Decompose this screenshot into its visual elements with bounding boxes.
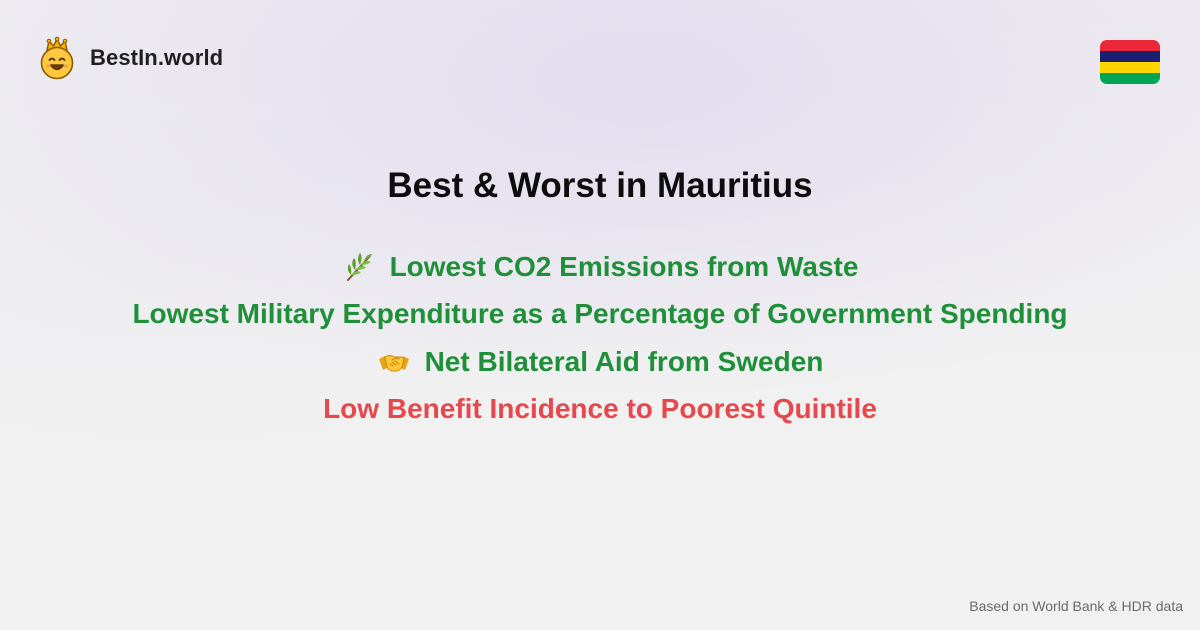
ranking-item-label: Lowest CO2 Emissions from Waste	[389, 250, 859, 282]
ranking-item[interactable]: Low Benefit Incidence to Poorest Quintil…	[0, 386, 1200, 434]
ranking-item-label: Net Bilateral Aid from Sweden	[424, 345, 824, 377]
herb-icon	[342, 250, 376, 284]
ranking-item[interactable]: Lowest Military Expenditure as a Percent…	[0, 291, 1200, 339]
brand[interactable]: BestIn.world	[38, 36, 223, 80]
data-source-note: Based on World Bank & HDR data	[969, 598, 1183, 614]
ranking-list: Lowest CO2 Emissions from Waste Lowest M…	[0, 243, 1200, 433]
flag-stripe	[1100, 40, 1160, 51]
flag-stripe	[1100, 73, 1160, 84]
crowned-smiley-icon	[40, 36, 74, 80]
mauritius-flag-icon	[1100, 40, 1160, 84]
flag-stripe	[1100, 51, 1160, 62]
brand-name: BestIn.world	[90, 45, 224, 70]
page-title: Best & Worst in Mauritius	[387, 166, 813, 205]
ranking-item[interactable]: Net Bilateral Aid from Sweden	[0, 338, 1200, 386]
flag-stripe	[1100, 62, 1160, 73]
handshake-icon	[377, 345, 411, 379]
ranking-item-label: Low Benefit Incidence to Poorest Quintil…	[323, 393, 877, 425]
ranking-item-label: Lowest Military Expenditure as a Percent…	[132, 298, 1068, 330]
ranking-item[interactable]: Lowest CO2 Emissions from Waste	[0, 243, 1200, 291]
